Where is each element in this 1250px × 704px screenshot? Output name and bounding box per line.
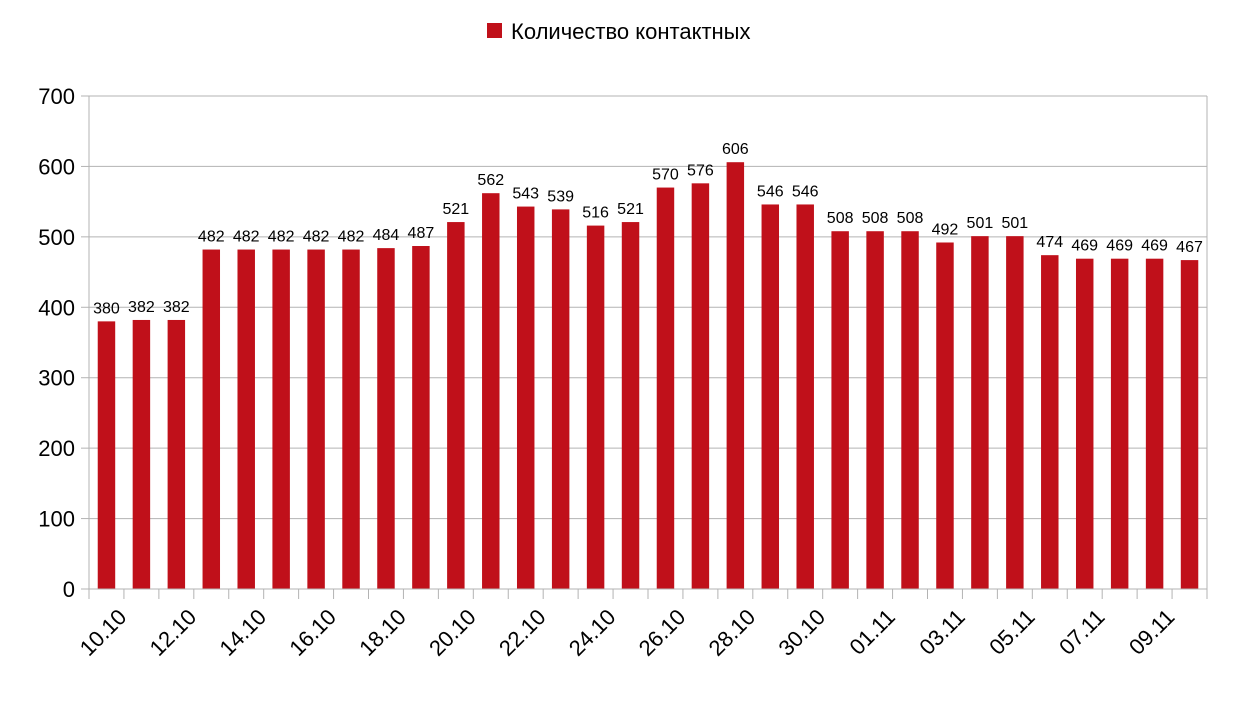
- bar: [202, 249, 221, 589]
- x-tick-label: 24.10: [564, 604, 621, 661]
- legend-label: Количество контактных: [511, 19, 751, 44]
- data-label: 562: [477, 172, 504, 189]
- data-label: 382: [128, 299, 155, 316]
- data-label: 492: [932, 221, 959, 238]
- y-axis: 0 100 200 300 400 500 600 700: [38, 84, 89, 602]
- x-tick-label: 26.10: [634, 604, 691, 661]
- x-tick-label: 07.11: [1054, 604, 1109, 659]
- data-label: 546: [757, 183, 784, 200]
- bar: [482, 193, 500, 590]
- legend-swatch: [487, 23, 502, 38]
- data-label: 606: [722, 141, 749, 158]
- data-label: 543: [512, 186, 539, 203]
- data-labels: 380 382 382 482 482 482 482 482 484 487 521 562 543 5…: [93, 141, 1203, 317]
- bar: [272, 249, 290, 589]
- bar: [866, 231, 884, 590]
- bar: [307, 249, 325, 589]
- y-tick-label: 700: [38, 84, 75, 109]
- y-tick-label: 100: [38, 507, 75, 532]
- x-tick-label: 30.10: [773, 604, 830, 661]
- data-label: 482: [233, 229, 260, 246]
- data-label: 570: [652, 167, 679, 184]
- bar: [761, 204, 780, 589]
- bar: [516, 206, 535, 589]
- bar: [1075, 258, 1094, 589]
- data-label: 482: [268, 229, 295, 246]
- data-label: 382: [163, 299, 190, 316]
- data-label: 501: [1001, 215, 1028, 232]
- data-label: 508: [862, 210, 889, 227]
- y-tick-label: 300: [38, 366, 75, 391]
- gridlines: [88, 95, 1208, 590]
- bar: [132, 319, 151, 589]
- bar: [726, 162, 745, 589]
- bar: [412, 246, 430, 589]
- bar: [656, 187, 675, 590]
- bar: [1145, 258, 1164, 589]
- x-tick-label: 10.10: [75, 604, 132, 661]
- bars: [97, 162, 1199, 590]
- bar: [1041, 255, 1059, 589]
- legend: Количество контактных: [487, 19, 751, 44]
- data-label: 482: [338, 229, 365, 246]
- data-label: 516: [582, 205, 609, 222]
- bar: [237, 249, 255, 589]
- data-label: 508: [827, 210, 854, 227]
- bar: [691, 183, 710, 589]
- data-label: 576: [687, 162, 714, 179]
- data-label: 380: [93, 300, 120, 317]
- bar: [551, 209, 570, 589]
- x-tick-label: 28.10: [704, 604, 761, 661]
- bar: [167, 319, 186, 589]
- x-tick-label: 20.10: [424, 604, 481, 661]
- bar: [447, 222, 465, 589]
- data-label: 467: [1176, 239, 1203, 256]
- data-label: 482: [198, 229, 225, 246]
- y-tick-label: 500: [38, 225, 75, 250]
- data-label: 546: [792, 183, 819, 200]
- x-tick-label: 22.10: [494, 604, 551, 661]
- bar: [1110, 258, 1129, 589]
- bar: [1180, 260, 1199, 589]
- x-tick-label: 03.11: [914, 604, 969, 659]
- data-label: 469: [1106, 238, 1133, 255]
- bar: [586, 225, 605, 590]
- bar: [901, 231, 919, 590]
- data-label: 469: [1141, 238, 1168, 255]
- data-label: 469: [1071, 238, 1098, 255]
- x-axis: 10.10 12.10 14.10 16.10 18.10 20.10 22.10 24.10…: [75, 588, 1208, 661]
- y-tick-label: 600: [38, 154, 75, 179]
- data-label: 474: [1036, 234, 1063, 251]
- data-label: 487: [408, 225, 435, 242]
- bar: [971, 236, 989, 589]
- data-label: 508: [897, 210, 924, 227]
- x-tick-label: 14.10: [214, 604, 271, 661]
- bar: [97, 321, 116, 589]
- y-tick-label: 0: [63, 577, 75, 602]
- data-label: 521: [442, 201, 469, 218]
- x-tick-label: 01.11: [844, 604, 899, 659]
- bar: [831, 231, 849, 590]
- bar: [342, 249, 360, 589]
- bar: [936, 242, 954, 589]
- data-label: 482: [303, 229, 330, 246]
- bar: [621, 222, 640, 589]
- bar: [1006, 236, 1024, 589]
- data-label: 521: [617, 201, 644, 218]
- x-tick-label: 05.11: [984, 604, 1039, 659]
- data-label: 501: [967, 215, 994, 232]
- y-tick-label: 200: [38, 436, 75, 461]
- data-label: 484: [373, 227, 400, 244]
- x-tick-label: 09.11: [1124, 604, 1179, 659]
- bar: [796, 204, 814, 589]
- data-label: 539: [547, 188, 574, 205]
- x-tick-label: 12.10: [145, 604, 202, 661]
- x-tick-label: 18.10: [354, 604, 411, 661]
- x-tick-label: 16.10: [284, 604, 341, 661]
- y-tick-label: 400: [38, 295, 75, 320]
- bar: [377, 248, 395, 589]
